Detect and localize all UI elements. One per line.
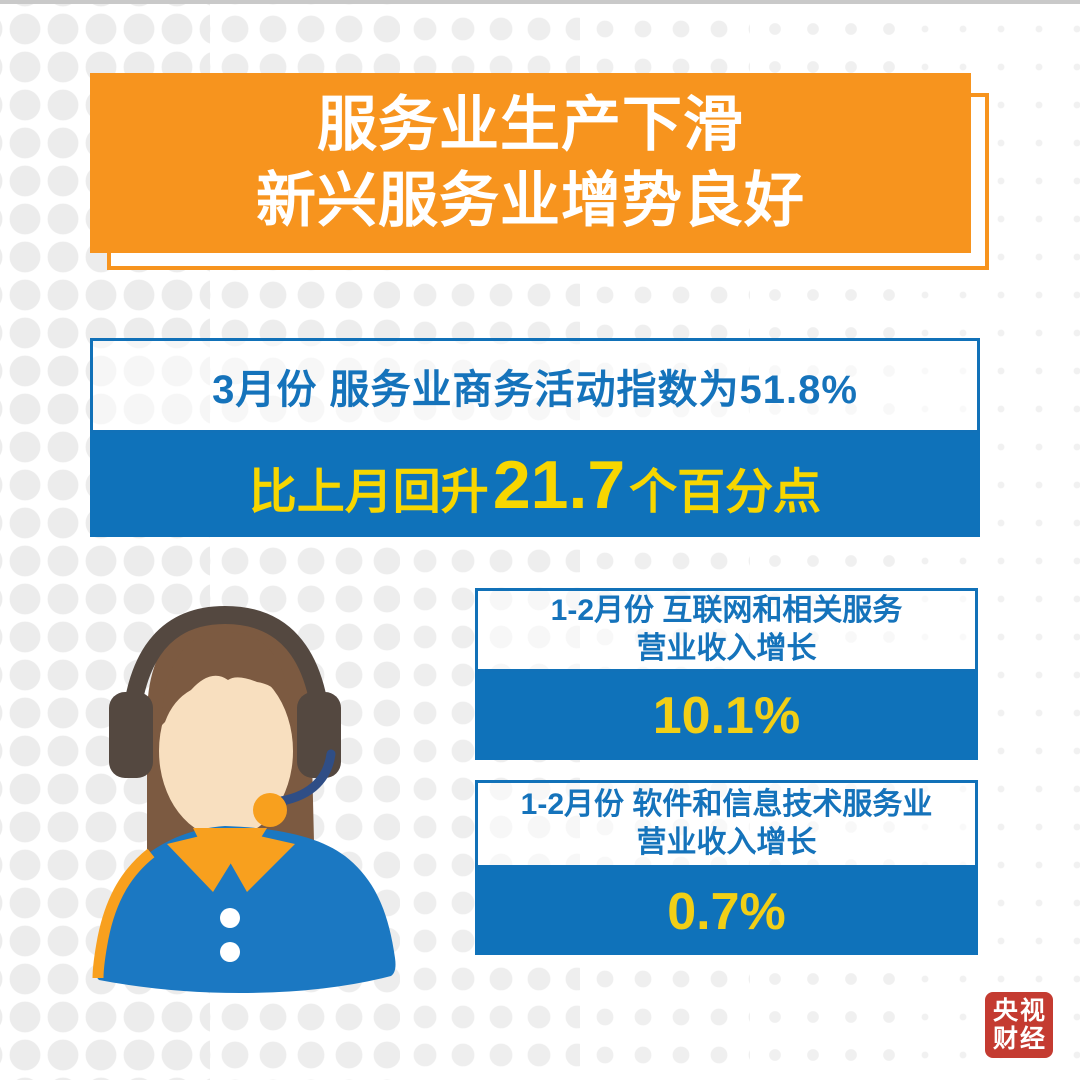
internet-services-card: 1-2月份 互联网和相关服务 营业收入增长 10.1% (475, 588, 978, 760)
headset-band-icon (120, 605, 332, 757)
card-title-line2: 营业收入增长 (636, 826, 817, 859)
software-services-card-title: 1-2月份 软件和信息技术服务业 营业收入增长 (475, 780, 978, 868)
face-shape (159, 664, 293, 838)
microphone-arm-icon (270, 749, 336, 807)
hair-fringe (161, 632, 292, 726)
service-pmi-title: 3月份 服务业商务活动指数为51.8% (90, 338, 980, 433)
headset-earcup-right-icon (297, 692, 341, 778)
microphone-icon (253, 793, 287, 827)
collar-right-lapel (223, 830, 295, 892)
highlight-prefix: 比上月回升 (248, 466, 489, 519)
headset-earcup-left-icon (109, 692, 153, 778)
service-pmi-title-text: 3月份 服务业商务活动指数为51.8% (212, 367, 858, 412)
service-pmi-highlight-band: 比上月回升 21.7 个百分点 (90, 433, 980, 537)
logo-line2: 财经 (992, 1025, 1047, 1053)
internet-services-card-value-band: 10.1% (475, 672, 978, 760)
collar-left-lapel (167, 830, 239, 892)
card-title-line1: 1-2月份 软件和信息技术服务业 (520, 788, 933, 821)
customer-service-avatar (92, 605, 396, 993)
shirt-stripe (92, 848, 155, 979)
highlight-value: 21.7 (492, 447, 626, 523)
card-value: 0.7% (667, 882, 786, 941)
card-title-line2: 营业收入增长 (636, 632, 817, 665)
shirt-shape (95, 826, 396, 993)
card-title-line1: 1-2月份 互联网和相关服务 (550, 594, 903, 627)
headline-line1: 服务业生产下滑 (317, 91, 744, 158)
service-pmi-stat-block: 3月份 服务业商务活动指数为51.8% 比上月回升 21.7 个百分点 (90, 338, 980, 537)
headline-banner: 服务业生产下滑 新兴服务业增势良好 (90, 73, 971, 253)
card-value: 10.1% (652, 687, 801, 745)
headline-line2: 新兴服务业增势良好 (256, 167, 805, 234)
software-services-card-value-band: 0.7% (475, 868, 978, 955)
software-services-card: 1-2月份 软件和信息技术服务业 营业收入增长 0.7% (475, 780, 978, 955)
logo-line1: 央视 (992, 997, 1047, 1025)
internet-services-card-title: 1-2月份 互联网和相关服务 营业收入增长 (475, 588, 978, 672)
cctv-finance-logo: 央视 财经 (985, 992, 1053, 1058)
top-border-line (0, 0, 1080, 4)
shirt-button (220, 908, 240, 928)
shirt-button (220, 942, 240, 962)
highlight-suffix: 个百分点 (629, 466, 822, 519)
